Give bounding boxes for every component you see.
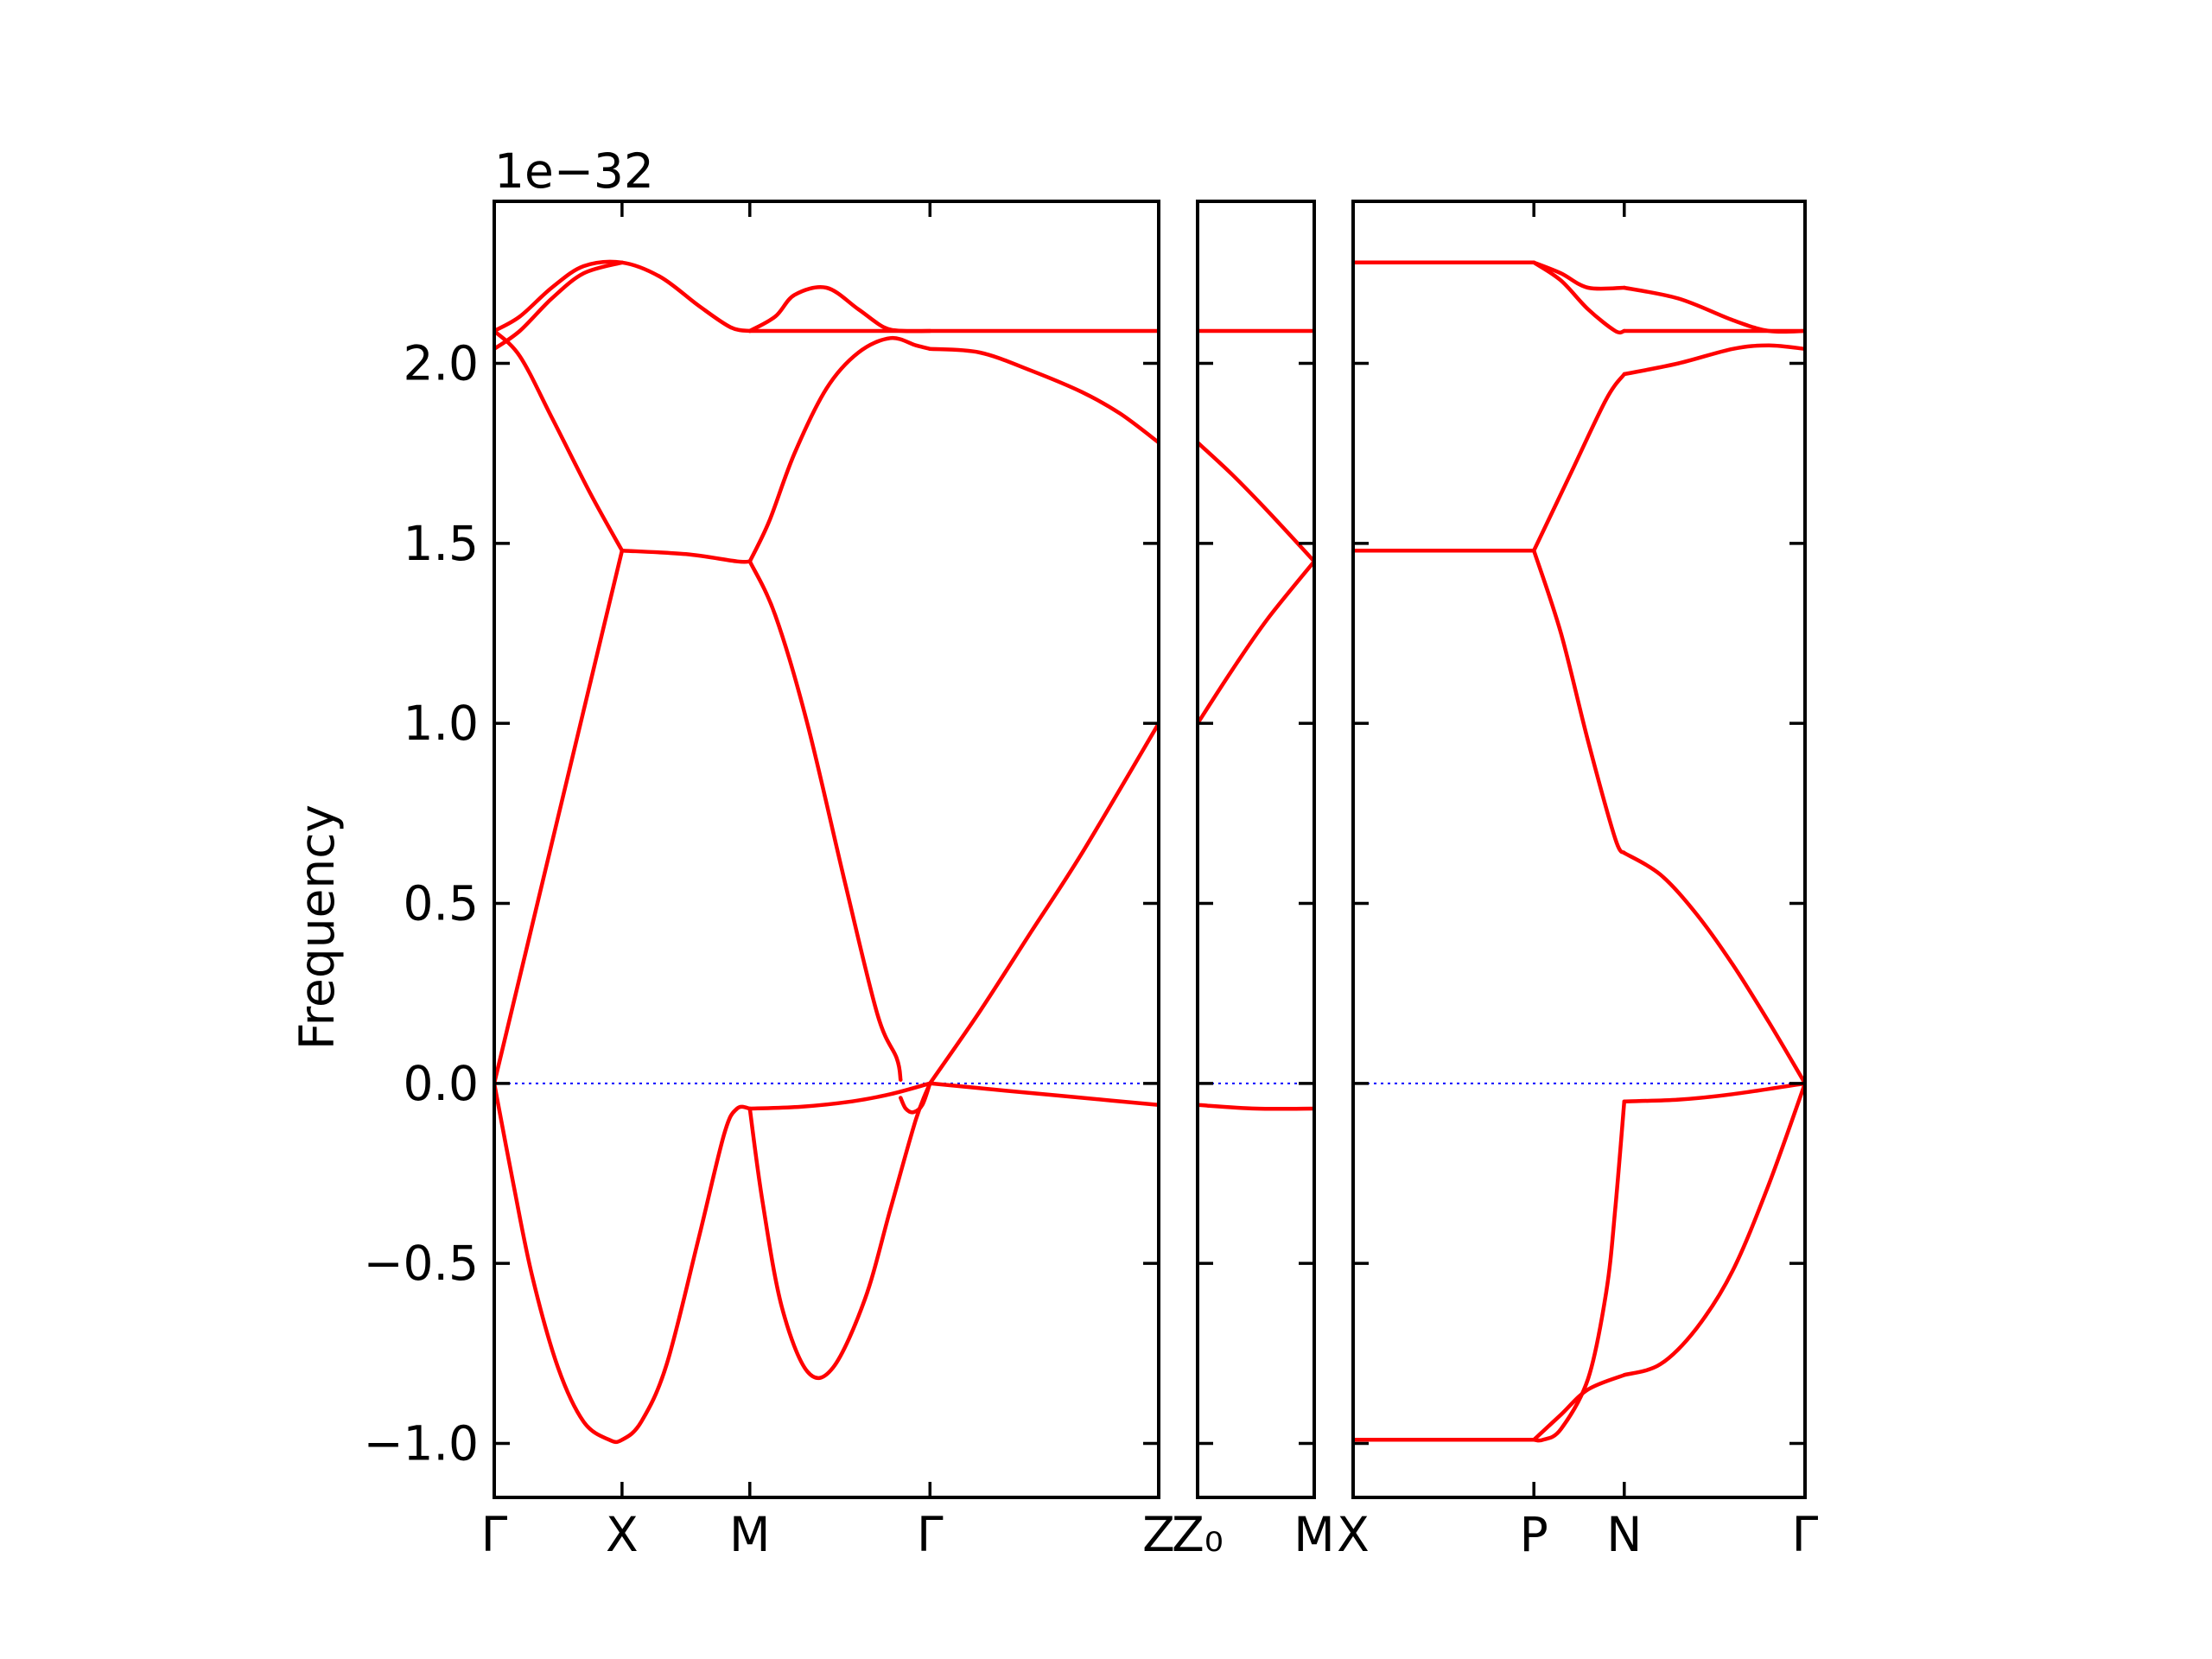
x-tick-label: N [1606, 1507, 1642, 1562]
x-tick-label: Z [1142, 1507, 1175, 1562]
panel-1: −1.0 −0.5 0.0 0.5 1.0 1.5 2.0 Γ X M Γ Z [363, 200, 1175, 1562]
band-line [494, 1081, 753, 1445]
y-tick-label: 2.0 [404, 336, 479, 391]
y-tick-label: −1.0 [363, 1416, 479, 1471]
band-line [928, 1081, 1159, 1108]
band-line [747, 1081, 932, 1380]
bands [494, 259, 1159, 1445]
y-offset-label: 1e−32 [494, 143, 654, 199]
panel-2: Z₀ M [1172, 200, 1335, 1562]
band-line [1531, 260, 1627, 335]
x-tick-label: Z₀ [1172, 1507, 1224, 1562]
band-line [1622, 343, 1805, 377]
band-line [1531, 260, 1627, 291]
x-tick-label: M [1294, 1507, 1334, 1562]
x-tick-label: X [1337, 1507, 1370, 1562]
y-tick-label: 0.0 [404, 1056, 479, 1111]
band-line [747, 335, 932, 563]
band-line [1622, 285, 1805, 334]
band-line [1198, 1103, 1314, 1111]
x-tick-label: Γ [917, 1507, 944, 1562]
axes-frame [493, 200, 1160, 1499]
y-tick-label: 1.5 [404, 516, 479, 571]
x-tick-label: Γ [481, 1507, 508, 1562]
band-line [494, 548, 625, 1086]
band-line [747, 559, 903, 1082]
band-line [494, 328, 625, 553]
axes-frame [1351, 200, 1807, 1499]
band-line [928, 346, 1159, 445]
band-line [1531, 1099, 1627, 1443]
axes-frame [1196, 200, 1316, 1499]
band-line [747, 1081, 932, 1111]
band-line [1198, 559, 1314, 726]
band-line [494, 260, 625, 352]
panels-layer: −1.0−0.50.00.51.01.52.0Γ X M Γ ZZ₀ M X P N Γ [363, 200, 1819, 1562]
x-tick-label: P [1520, 1507, 1548, 1562]
band-line [1622, 1081, 1805, 1103]
band-line [1531, 372, 1627, 553]
band-line [1531, 1373, 1627, 1442]
y-tick-label: 1.0 [404, 696, 479, 751]
x-tick-label: X [606, 1507, 639, 1562]
band-line [928, 721, 1159, 1086]
band-line [1531, 548, 1627, 855]
band-line [1622, 1081, 1805, 1377]
y-tick-label: 0.5 [404, 876, 479, 931]
band-line [620, 548, 753, 564]
bands [1198, 328, 1314, 1111]
band-line [747, 285, 932, 334]
x-tick-label: M [729, 1507, 770, 1562]
y-tick-label: −0.5 [363, 1236, 479, 1291]
x-tick-label: Γ [1792, 1507, 1819, 1562]
bands [1353, 260, 1805, 1443]
y-axis-label: Frequency [289, 804, 345, 1050]
band-line [1622, 850, 1805, 1086]
band-line [1198, 440, 1314, 563]
